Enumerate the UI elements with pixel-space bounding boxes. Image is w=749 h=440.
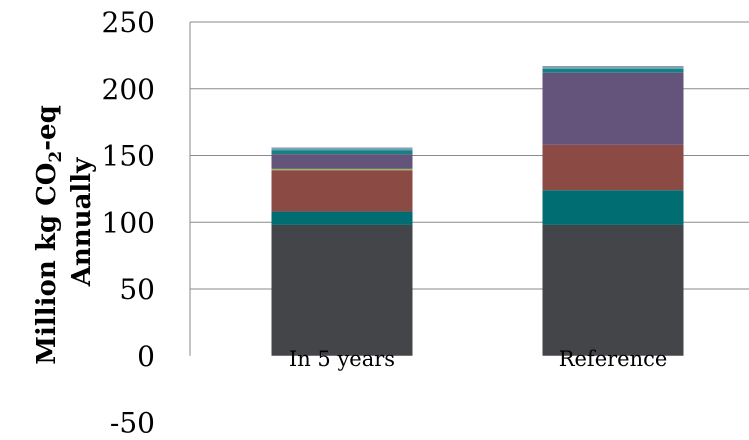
x-category-label: In 5 years <box>289 347 395 371</box>
y-tick-250: 250 <box>102 6 155 39</box>
bar-segment-1-8 <box>271 147 413 149</box>
y-tick-100: 100 <box>102 206 155 239</box>
y-tick-labels: 250 200 150 100 50 0 -50 <box>102 6 155 440</box>
bar-segment-2-1 <box>542 224 684 356</box>
bar-segment-2-6 <box>542 68 684 73</box>
bar-segment-2-7 <box>542 67 684 69</box>
y-axis-label-line1: Million kg CO2-eq <box>32 105 66 365</box>
y-tick-0: 0 <box>137 340 155 373</box>
x-category-label: Reference <box>559 347 668 371</box>
bar-segment-2-2 <box>542 190 684 225</box>
bar-segment-1-1 <box>271 224 413 356</box>
bar-segment-1-7 <box>271 148 413 151</box>
y-tick-50: 50 <box>119 273 155 306</box>
bar-segment-2-5 <box>542 72 684 145</box>
bar-segment-1-4 <box>271 168 413 171</box>
bar-segment-1-2 <box>271 211 413 225</box>
bar-segment-2-3 <box>542 144 684 191</box>
y-tick-200: 200 <box>102 73 155 106</box>
y-tick--50: -50 <box>110 407 155 440</box>
bars <box>271 66 684 356</box>
bar-segment-1-3 <box>271 170 413 212</box>
x-category-labels: In 5 years Reference <box>289 347 667 371</box>
y-axis-label-line2: Annually <box>67 157 97 287</box>
bar-segment-1-5 <box>271 154 413 169</box>
y-tick-150: 150 <box>102 140 155 173</box>
bar-segment-1-6 <box>271 150 413 155</box>
bar-segment-2-8 <box>542 66 684 68</box>
